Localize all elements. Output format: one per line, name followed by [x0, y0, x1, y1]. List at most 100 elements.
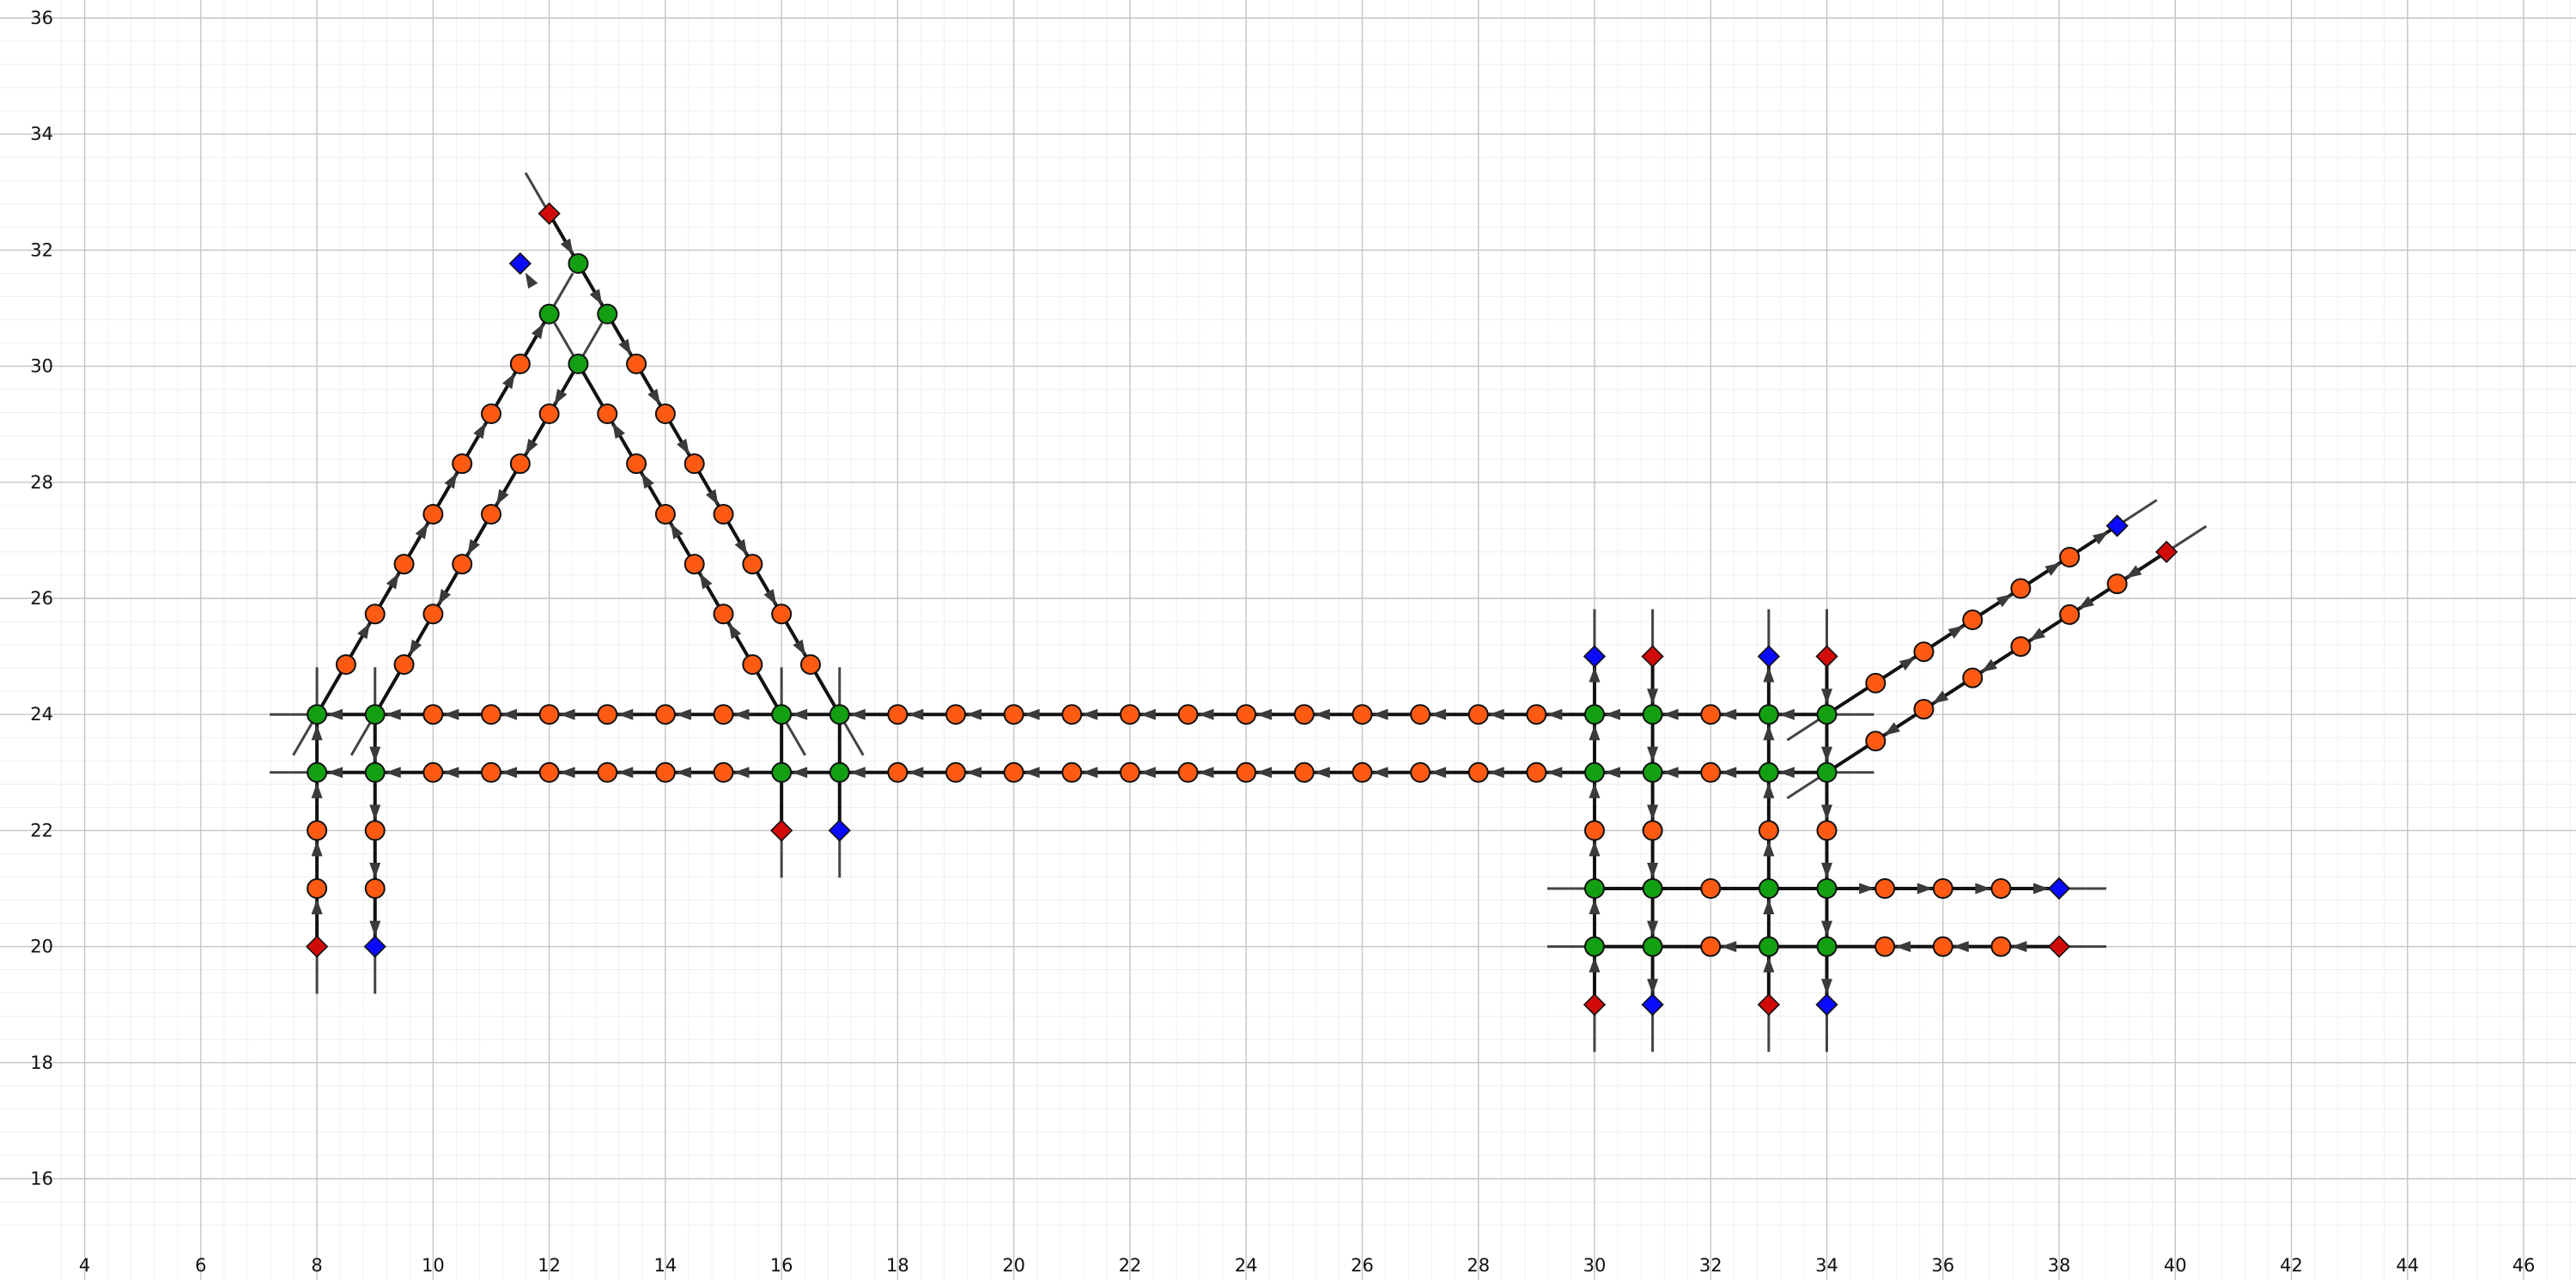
origin-node [1757, 993, 1781, 1016]
lane-node [683, 554, 705, 575]
direction-arrow [1981, 658, 1997, 673]
lane-node [626, 453, 647, 475]
junction-node [1758, 761, 1779, 783]
direction-arrow [1589, 840, 1601, 857]
junction-node [1758, 878, 1779, 899]
tick-labels: 4 6 8 10 12 14 16 18 20 22 24 26 28 30 32 34 36 38 40 42 44 4… [30, 8, 2535, 1276]
lane-node [1816, 820, 1838, 841]
destination-node [1583, 645, 1607, 668]
junction-node [307, 704, 328, 725]
y-tick-label: 16 [30, 1168, 53, 1189]
lane-node [481, 704, 502, 725]
direction-arrow [1589, 666, 1601, 682]
direction-arrow [966, 767, 982, 779]
lane-node [1758, 820, 1779, 841]
junction-node [1642, 936, 1663, 957]
lane-node [1352, 704, 1373, 725]
junction-node [1816, 878, 1838, 899]
direction-arrow [1198, 708, 1214, 720]
lane-node [742, 654, 763, 676]
junction-node [1758, 704, 1779, 725]
lane-node [654, 761, 676, 783]
direction-arrow [311, 782, 323, 798]
direction-arrow [1932, 690, 1949, 704]
lane-node [481, 761, 502, 783]
direction-arrow [705, 488, 719, 506]
direction-arrow [369, 804, 381, 821]
lane-node [683, 453, 705, 475]
lane-node [1874, 936, 1896, 957]
direction-arrow [675, 767, 691, 779]
y-tick-label: 22 [30, 820, 53, 840]
lane-node [1410, 761, 1431, 783]
direction-arrow [525, 272, 538, 289]
direction-arrow [1024, 708, 1040, 720]
x-tick-label: 42 [2280, 1255, 2303, 1276]
direction-arrow [1821, 689, 1832, 705]
direction-arrow [966, 708, 982, 720]
direction-arrow [1139, 708, 1156, 720]
junction-node [597, 303, 618, 325]
destination-node [1641, 993, 1664, 1016]
lane-node [393, 654, 415, 676]
y-tick-label: 20 [30, 937, 53, 957]
direction-arrow [849, 767, 866, 779]
y-tick-label: 34 [30, 124, 53, 144]
lane-node [1236, 761, 1257, 783]
direction-arrow [525, 438, 538, 455]
lane-node [452, 453, 473, 475]
direction-arrow [2044, 562, 2062, 576]
lane-node [422, 704, 444, 725]
lane-node [742, 554, 763, 575]
direction-arrow [699, 573, 713, 590]
y-tick-label: 28 [30, 472, 53, 493]
direction-arrow [675, 708, 691, 720]
lane-node [1990, 936, 2012, 957]
direction-arrow [1589, 782, 1601, 798]
lane-node [1410, 704, 1431, 725]
direction-arrow [1314, 767, 1330, 779]
direction-arrow [409, 639, 422, 656]
lane-node [771, 604, 793, 625]
direction-arrow [1721, 708, 1737, 720]
lane-node [1962, 667, 1984, 689]
direction-arrow [369, 863, 381, 878]
junction-node [1583, 878, 1605, 899]
direction-arrow [2125, 565, 2142, 579]
lane-node [1700, 704, 1722, 725]
lane-node [1700, 878, 1722, 899]
x-tick-label: 38 [2048, 1255, 2071, 1276]
x-tick-label: 8 [311, 1255, 322, 1276]
direction-arrow [849, 708, 866, 720]
x-tick-label: 32 [1699, 1255, 1722, 1276]
direction-arrow [559, 708, 575, 720]
lane-node [1467, 704, 1489, 725]
direction-arrow [733, 767, 750, 779]
direction-arrow [908, 767, 924, 779]
lane-node [713, 761, 734, 783]
x-tick-label: 36 [1931, 1255, 1954, 1276]
direction-arrow [327, 767, 343, 779]
direction-arrow [386, 573, 399, 590]
origin-node [770, 819, 793, 842]
direction-arrow [1662, 767, 1679, 779]
x-tick-label: 24 [1235, 1255, 1258, 1276]
lane-node [2010, 636, 2032, 658]
lane-node [597, 704, 618, 725]
direction-arrow [1763, 899, 1775, 914]
direction-arrow [559, 767, 575, 779]
y-tick-label: 36 [30, 8, 53, 28]
direction-arrow [438, 589, 452, 605]
lane-node [1352, 761, 1373, 783]
junction-node [771, 761, 793, 783]
direction-arrow [2029, 628, 2046, 641]
lane-node [1061, 761, 1083, 783]
direction-arrow [1721, 767, 1737, 779]
lane-node [307, 820, 328, 841]
lane-node [538, 403, 560, 425]
lane-node [538, 761, 560, 783]
lane-node [945, 761, 967, 783]
lane-node [1874, 878, 1896, 899]
direction-arrow [793, 639, 805, 656]
y-tick-label: 26 [30, 588, 53, 609]
